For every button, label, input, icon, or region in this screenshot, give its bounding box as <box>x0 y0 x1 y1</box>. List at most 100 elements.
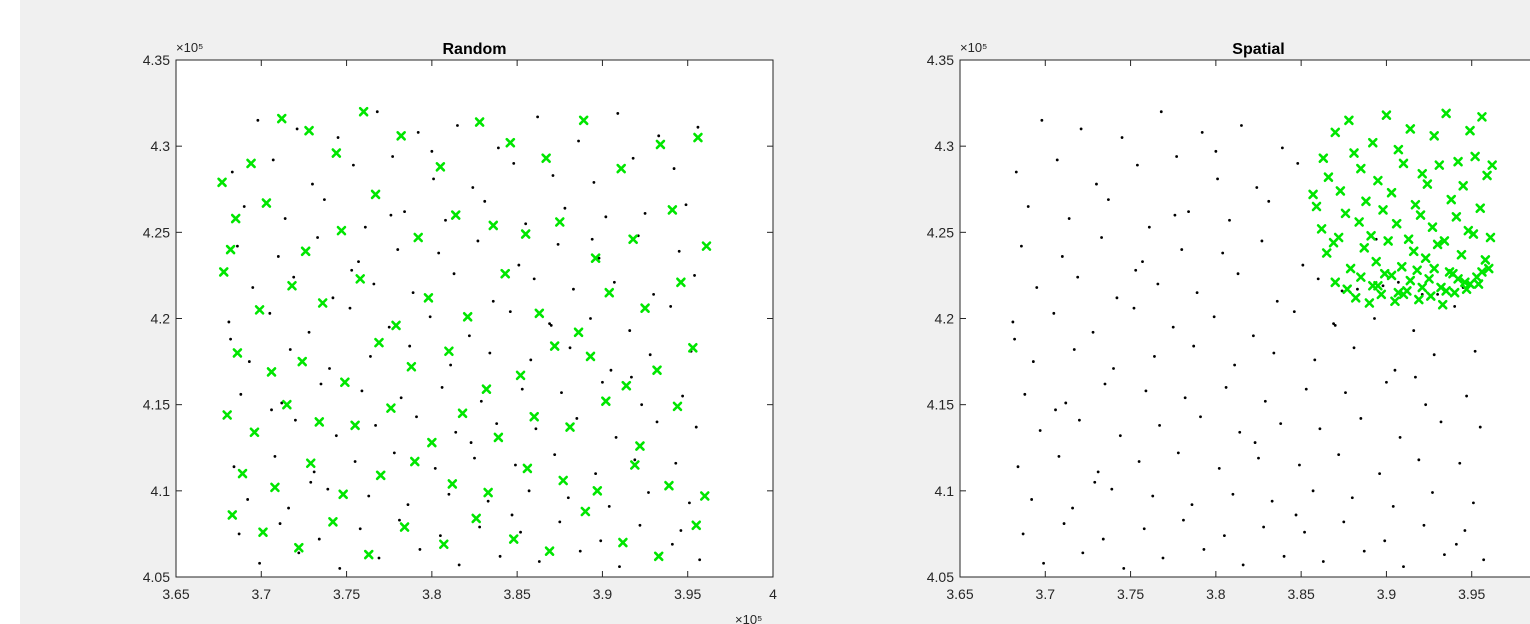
sample-marker <box>601 396 611 407</box>
x-tick-label: 3.85 <box>504 586 531 602</box>
x-tick-label: 3.95 <box>674 586 701 602</box>
sample-marker <box>294 542 304 553</box>
sample-marker <box>500 268 511 279</box>
sample-marker <box>1311 201 1322 212</box>
scatter-point <box>693 274 696 277</box>
scatter-point <box>679 529 683 532</box>
x-tick-label: 3.75 <box>1117 586 1144 602</box>
scatter-point <box>1120 136 1124 139</box>
sample-marker <box>529 411 539 422</box>
y-tick-label: 4.15 <box>143 397 170 413</box>
scatter-point <box>560 391 563 395</box>
sample-marker <box>1429 131 1439 141</box>
sample-marker <box>1405 275 1416 286</box>
scatter-point <box>1228 218 1231 222</box>
sample-marker <box>237 468 248 479</box>
scatter-point <box>418 548 422 551</box>
y-tick-label: 4.2 <box>935 311 955 327</box>
scatter-point <box>1176 451 1180 455</box>
scatter-point <box>230 170 234 174</box>
sample-marker <box>444 346 454 357</box>
scatter-point <box>1482 558 1486 562</box>
sample-marker <box>505 137 516 148</box>
scatter-point <box>1473 349 1477 353</box>
scatter-point <box>1255 186 1259 189</box>
scatter-point <box>415 415 418 419</box>
scatter-point <box>488 351 492 355</box>
scatter-point <box>326 487 330 491</box>
scatter-point <box>1026 205 1030 208</box>
scatter-point <box>1212 315 1216 319</box>
scatter-point <box>674 461 678 465</box>
sample-marker <box>554 217 565 227</box>
scatter-point <box>1282 554 1286 558</box>
sample-marker <box>1415 210 1426 220</box>
scatter-point <box>1412 329 1416 332</box>
scatter-point <box>1192 344 1196 348</box>
scatter-point <box>572 287 575 291</box>
scatter-point <box>1321 560 1325 563</box>
scatter-point <box>592 180 596 184</box>
scatter-point <box>549 323 553 327</box>
scatter-point <box>1221 251 1225 255</box>
scatter-point <box>377 556 381 560</box>
scatter-point <box>307 330 311 334</box>
scatter-point <box>273 454 277 458</box>
axes-spatial-series <box>1011 108 1497 570</box>
scatter-point <box>1303 530 1306 534</box>
axes-spatial: Spatial ×10⁵ 3.653.73.753.83.853.93.9544… <box>927 40 1530 602</box>
sample-marker <box>386 403 396 413</box>
scatter-point <box>1424 403 1428 407</box>
sample-marker <box>1436 282 1446 293</box>
scatter-point <box>1381 284 1385 288</box>
sample-marker <box>1376 289 1387 300</box>
scatter-point <box>280 401 284 405</box>
scatter-point <box>1344 391 1347 395</box>
scatter-point <box>1054 408 1057 412</box>
scatter-point <box>440 386 444 389</box>
sample-marker <box>1468 229 1479 239</box>
scatter-point <box>360 389 364 393</box>
sample-marker <box>1427 222 1438 232</box>
scatter-point <box>1052 311 1056 315</box>
scatter-point <box>496 146 500 150</box>
sample-marker <box>1453 156 1463 167</box>
scatter-point <box>467 334 471 338</box>
scatter-point <box>1023 392 1027 396</box>
scatter-point <box>297 551 301 555</box>
scatter-point <box>594 472 598 475</box>
sample-marker <box>1383 236 1393 246</box>
x-tick-label: 4 <box>769 586 777 602</box>
scatter-point <box>1195 291 1199 295</box>
axes-random-background <box>175 59 774 578</box>
sample-marker <box>218 267 229 277</box>
scatter-point <box>1463 529 1467 532</box>
scatter-point <box>1301 263 1305 267</box>
scatter-point <box>292 275 296 279</box>
sample-marker <box>621 380 632 391</box>
scatter-point <box>563 206 567 210</box>
scatter-point <box>1095 182 1098 186</box>
scatter-point <box>353 460 357 463</box>
axes-spatial-ticks: 3.653.73.753.83.853.93.9544.054.14.154.2… <box>927 52 1486 602</box>
scatter-point <box>1057 454 1061 458</box>
scatter-point <box>1263 399 1267 403</box>
scatter-point <box>457 563 461 567</box>
sample-marker <box>410 456 420 467</box>
sample-marker <box>1386 270 1397 281</box>
scatter-point <box>1241 563 1245 567</box>
sample-marker <box>515 370 526 381</box>
scatter-point <box>1383 539 1387 543</box>
scatter-point <box>599 539 603 543</box>
sample-marker <box>565 422 575 432</box>
scatter-point <box>1031 360 1035 363</box>
sample-marker <box>1417 168 1428 179</box>
sample-marker <box>399 522 410 532</box>
sample-marker <box>483 487 493 498</box>
scatter-point <box>456 124 459 127</box>
scatter-point <box>452 272 456 276</box>
sample-marker <box>1359 243 1370 253</box>
sample-marker <box>701 241 712 251</box>
sample-marker <box>1408 246 1419 257</box>
sample-marker <box>541 153 551 164</box>
